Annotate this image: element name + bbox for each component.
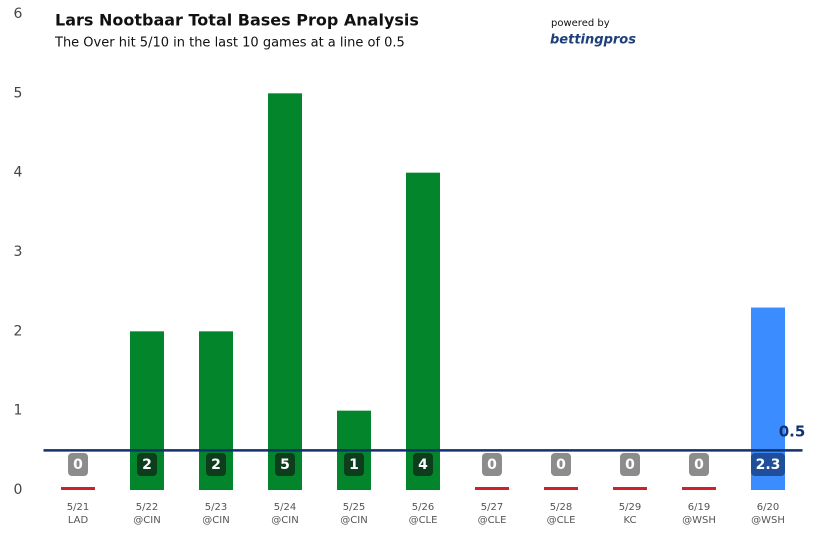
value-label: 0: [625, 457, 635, 473]
value-label-box: [482, 453, 502, 476]
value-label: 0: [556, 457, 566, 473]
y-tick-label: 4: [14, 165, 23, 181]
value-label: 2: [211, 457, 221, 473]
value-label-box: [620, 453, 640, 476]
x-tick-label: 5/21: [67, 502, 89, 513]
chart-subtitle: The Over hit 5/10 in the last 10 games a…: [54, 36, 405, 51]
value-label: 0: [487, 457, 497, 473]
x-tick-label: 5/27: [481, 502, 503, 513]
value-label-box: [137, 453, 157, 476]
bar: [406, 172, 440, 490]
bar: [61, 487, 95, 490]
x-tick-sublabel: @CLE: [547, 515, 576, 526]
x-tick-sublabel: @CIN: [202, 515, 229, 526]
value-label: 1: [349, 457, 359, 473]
x-tick-label: 5/23: [205, 502, 227, 513]
y-tick-label: 1: [14, 403, 23, 419]
value-label-box: [68, 453, 88, 476]
x-tick-sublabel: @CLE: [478, 515, 507, 526]
x-tick-sublabel: @WSH: [682, 515, 716, 526]
value-label-box: [344, 453, 364, 476]
x-tick-label: 5/24: [274, 502, 296, 513]
x-tick-sublabel: @CIN: [340, 515, 367, 526]
x-tick-label: 5/25: [343, 502, 365, 513]
value-label-box: [751, 453, 785, 476]
brand-logo: bettingpros: [550, 33, 636, 48]
x-tick-label: 6/20: [757, 502, 779, 513]
value-label: 0: [694, 457, 704, 473]
value-label: 5: [280, 457, 290, 473]
x-tick-sublabel: LAD: [68, 515, 89, 526]
x-tick-label: 5/28: [550, 502, 572, 513]
chart-title: Lars Nootbaar Total Bases Prop Analysis: [55, 11, 419, 30]
bar: [613, 487, 647, 490]
value-label-box: [551, 453, 571, 476]
value-label: 0: [73, 457, 83, 473]
value-label: 2.3: [756, 457, 781, 473]
value-label-box: [275, 453, 295, 476]
bar: [475, 487, 509, 490]
bar: [544, 487, 578, 490]
x-tick-sublabel: @WSH: [751, 515, 785, 526]
prop-line-label: 0.5: [779, 423, 806, 441]
value-label-box: [413, 453, 433, 476]
x-tick-label: 5/29: [619, 502, 641, 513]
value-label: 4: [418, 457, 428, 473]
x-tick-label: 5/22: [136, 502, 158, 513]
value-label-box: [689, 453, 709, 476]
brand-caption: powered by: [551, 18, 610, 29]
bar: [682, 487, 716, 490]
value-label: 2: [142, 457, 152, 473]
x-tick-label: 6/19: [688, 502, 710, 513]
y-tick-label: 3: [14, 244, 23, 260]
x-tick-sublabel: KC: [624, 515, 637, 526]
y-tick-label: 5: [14, 85, 23, 101]
x-tick-sublabel: @CIN: [133, 515, 160, 526]
x-tick-sublabel: @CLE: [409, 515, 438, 526]
bar: [268, 93, 302, 490]
y-tick-label: 2: [14, 323, 23, 339]
y-tick-label: 0: [14, 482, 23, 498]
value-label-box: [206, 453, 226, 476]
x-tick-label: 5/26: [412, 502, 434, 513]
y-tick-label: 6: [14, 6, 23, 22]
x-tick-sublabel: @CIN: [271, 515, 298, 526]
